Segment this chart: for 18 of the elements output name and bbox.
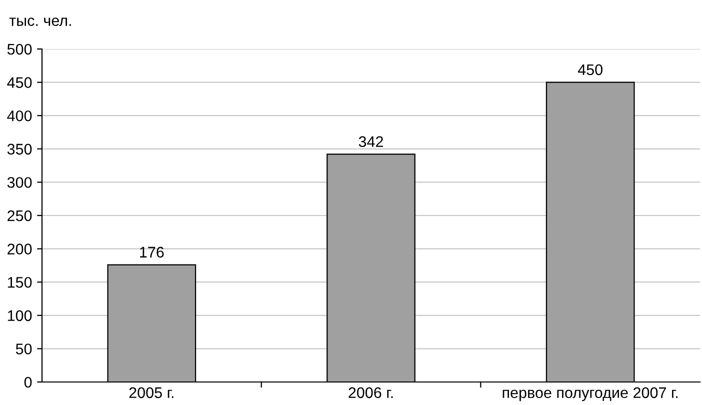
y-tick-label: 350 bbox=[7, 144, 32, 155]
y-tick-label: 500 bbox=[7, 44, 32, 55]
y-axis-title: тыс. чел. bbox=[9, 18, 71, 26]
y-tick-label: 100 bbox=[8, 310, 32, 322]
x-tick-label: первое полугодие 2007 г. bbox=[502, 387, 678, 402]
data-label: 450 bbox=[578, 64, 602, 76]
y-tick-label: 300 bbox=[7, 177, 32, 188]
y-tick-label: 200 bbox=[8, 244, 32, 254]
y-tick-label: 50 bbox=[16, 344, 32, 354]
x-tick-label: 2006 г. bbox=[348, 387, 393, 398]
y-tick-label: 250 bbox=[8, 210, 32, 222]
data-label: 342 bbox=[358, 136, 383, 148]
y-tick-label: 150 bbox=[8, 276, 32, 288]
data-label: 176 bbox=[140, 246, 164, 258]
y-tick-label: 450 bbox=[7, 77, 32, 88]
y-tick-label: 400 bbox=[7, 110, 32, 122]
y-tick-label: 0 bbox=[24, 376, 32, 388]
x-tick-label: 2005 г. bbox=[129, 387, 174, 398]
